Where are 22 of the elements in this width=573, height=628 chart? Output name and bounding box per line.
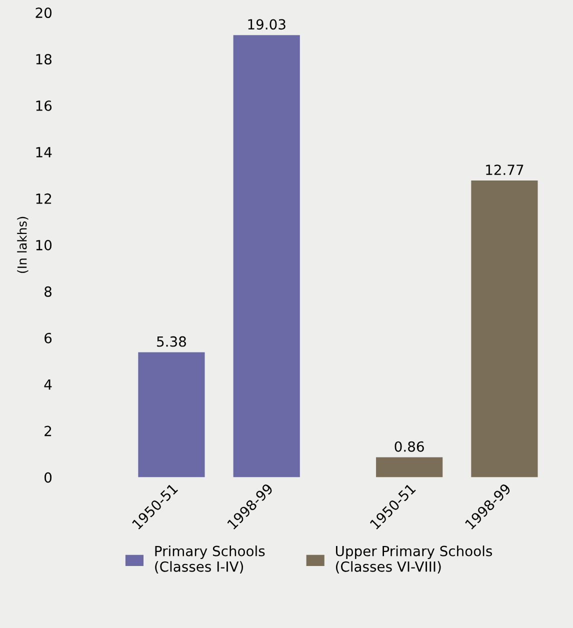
data-label: 5.38: [157, 336, 186, 347]
y-tick-label: 18: [36, 54, 52, 65]
data-label: 19.03: [248, 19, 286, 30]
legend-label: Upper Primary Schools (Classes VI-VIII): [336, 546, 492, 574]
y-tick-label: 2: [44, 426, 52, 436]
bar: [138, 352, 205, 478]
legend-label: Primary Schools (Classes I-IV): [155, 546, 265, 574]
bar: [376, 457, 443, 478]
y-tick-label: 4: [44, 379, 52, 390]
bar: [471, 180, 538, 478]
y-tick-label: 20: [36, 8, 52, 18]
data-label: 0.86: [394, 441, 424, 452]
y-tick-label: 8: [44, 286, 52, 297]
y-tick-label: 12: [36, 193, 52, 204]
y-tick-label: 0: [44, 472, 52, 483]
y-tick-label: 16: [36, 100, 52, 111]
y-tick-label: 6: [44, 332, 52, 344]
y-tick-label: 10: [36, 240, 52, 250]
y-tick-label: 14: [36, 147, 52, 158]
y-axis-title: (In lakhs): [17, 216, 28, 273]
data-label: 12.77: [486, 164, 524, 175]
bar: [233, 35, 300, 478]
